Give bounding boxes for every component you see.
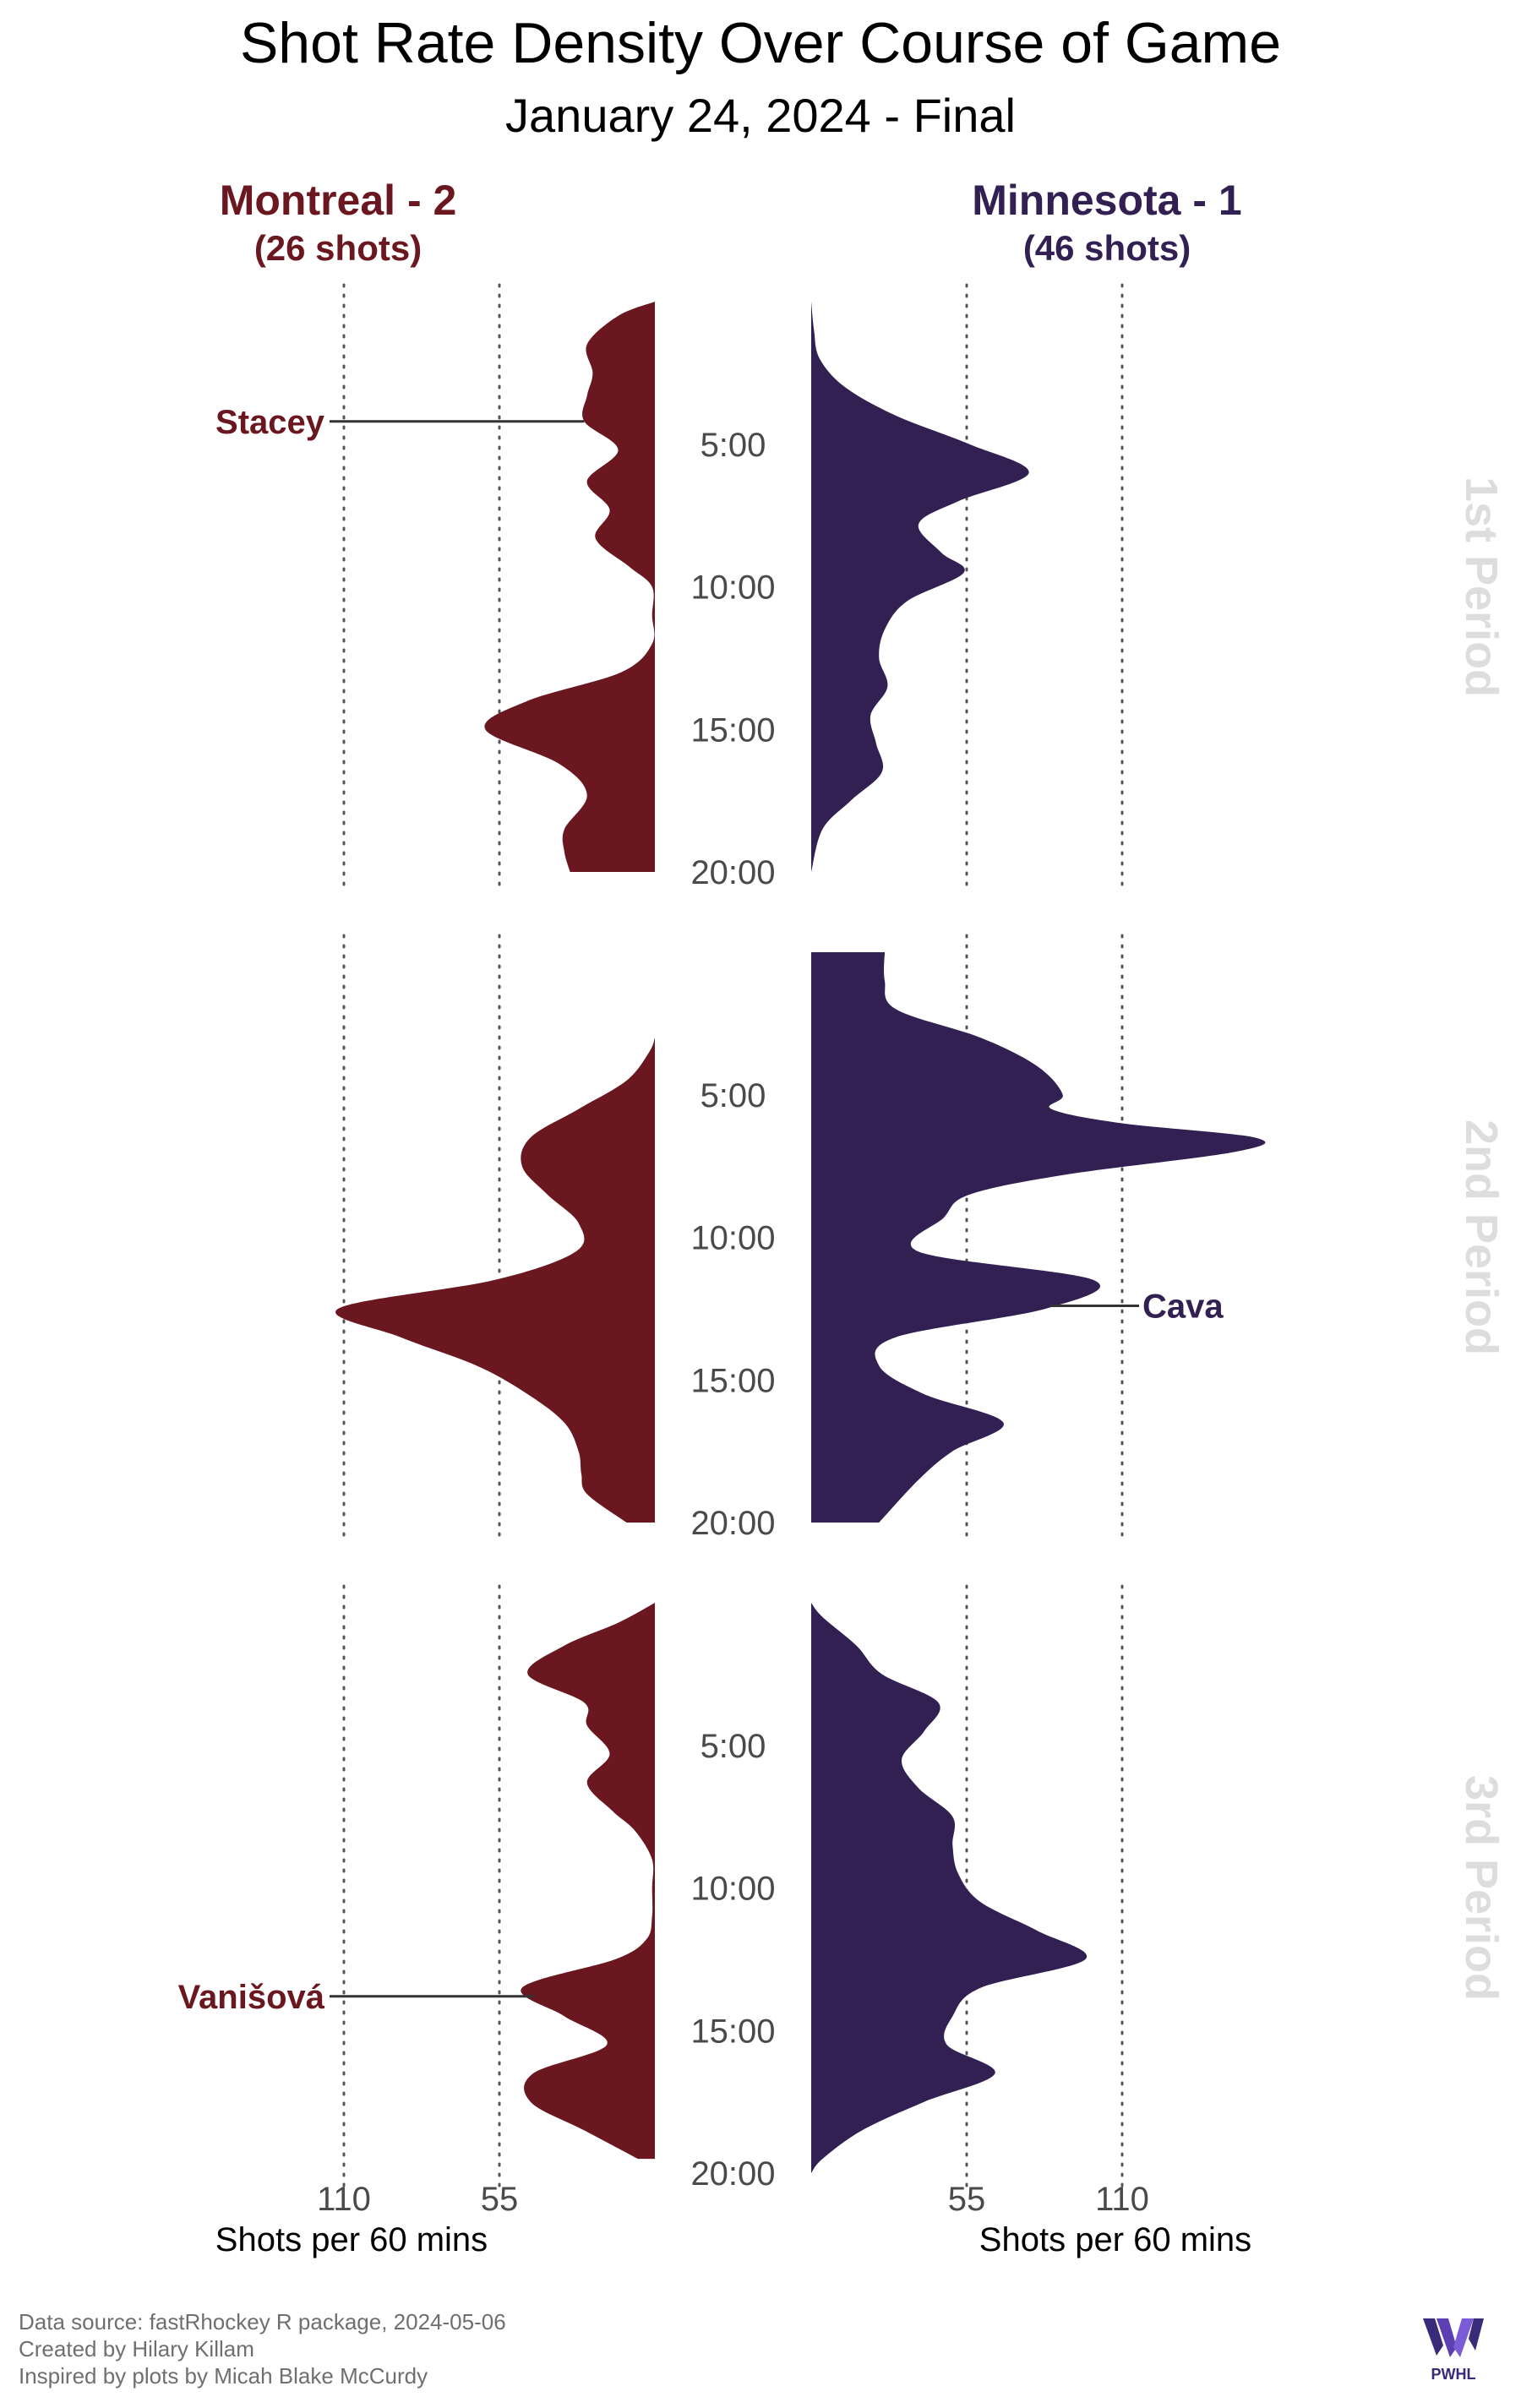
time-tick-p2-20: 20:00	[690, 1505, 775, 1542]
time-tick-p1-10: 10:00	[690, 569, 775, 607]
minnesota-density-p3	[811, 1603, 1088, 2173]
time-tick-p3-10: 10:00	[690, 1871, 775, 1908]
footer-inspired-by: Inspired by plots by Micah Blake McCurdy	[19, 2363, 428, 2389]
time-tick-p2-15: 15:00	[690, 1362, 775, 1399]
montreal-density-p3	[521, 1603, 655, 2160]
time-tick-p3-20: 20:00	[690, 2155, 775, 2193]
time-tick-p1-20: 20:00	[690, 854, 775, 891]
minnesota-shots-label: (46 shots)	[1022, 228, 1191, 268]
x-tick-right-110: 110	[1095, 2181, 1149, 2218]
footer-data-source: Data source: fastRhockey R package, 2024…	[19, 2309, 506, 2334]
minnesota-team-label: Minnesota - 1	[972, 177, 1242, 224]
time-tick-p3-5: 5:00	[701, 1728, 766, 1765]
minnesota-density-p1	[811, 302, 1029, 872]
montreal-team-label: Montreal - 2	[219, 177, 457, 224]
time-tick-p3-15: 15:00	[690, 2013, 775, 2050]
chart-title: Shot Rate Density Over Course of Game	[239, 11, 1282, 75]
footer-created-by: Created by Hilary Killam	[19, 2336, 254, 2362]
pwhl-logo-icon: PWHL	[1423, 2318, 1484, 2383]
montreal-density-p2	[335, 1038, 655, 1523]
time-tick-p2-10: 10:00	[690, 1220, 775, 1257]
time-tick-p1-5: 5:00	[701, 427, 766, 464]
goal-annotation-vaniov-label: Vanišová	[178, 1979, 325, 2016]
pwhl-logo-text: PWHL	[1431, 2366, 1476, 2383]
time-tick-p2-5: 5:00	[701, 1077, 766, 1114]
x-tick-left-55: 55	[481, 2181, 519, 2218]
x-tick-right-55: 55	[948, 2181, 986, 2218]
montreal-shots-label: (26 shots)	[254, 228, 422, 268]
chart-subtitle: January 24, 2024 - Final	[505, 89, 1016, 142]
minnesota-density-p2	[811, 952, 1266, 1523]
goal-annotation-cava-label: Cava	[1142, 1288, 1224, 1326]
footer: Data source: fastRhockey R package, 2024…	[19, 2308, 506, 2389]
minnesota-header: Minnesota - 1 (46 shots)	[955, 176, 1259, 269]
montreal-density-p1	[484, 302, 655, 872]
time-tick-p1-15: 15:00	[690, 711, 775, 749]
period-label-2: 2nd Period	[1456, 1120, 1507, 1355]
goal-annotation-stacey-label: Stacey	[215, 404, 325, 441]
montreal-header: Montreal - 2 (26 shots)	[203, 176, 473, 269]
x-axis-label-left: Shots per 60 mins	[215, 2221, 488, 2258]
period-label-1: 1st Period	[1456, 477, 1507, 697]
x-tick-left-110: 110	[317, 2181, 371, 2218]
x-axis-label-right: Shots per 60 mins	[979, 2221, 1251, 2258]
period-label-3: 3rd Period	[1456, 1775, 1507, 2001]
